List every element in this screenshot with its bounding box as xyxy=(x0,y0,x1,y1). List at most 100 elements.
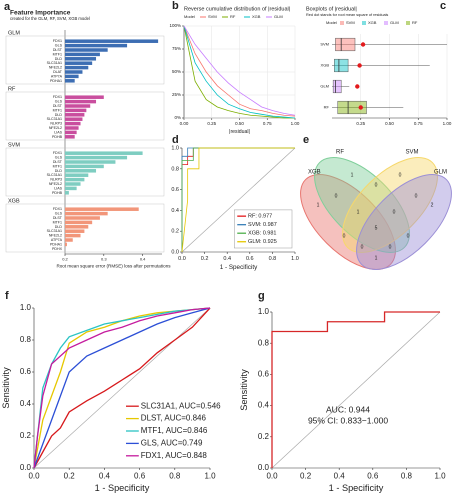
region-count: 0 xyxy=(389,244,392,250)
bar xyxy=(65,74,79,79)
bar xyxy=(65,48,108,52)
bar xyxy=(65,233,81,238)
bar-label: DLST xyxy=(53,48,63,52)
y-tick-label: GLM xyxy=(320,84,329,89)
panel-label: c xyxy=(440,0,446,12)
x-tick-label: 0.2 xyxy=(62,256,68,261)
bar-label: DLST xyxy=(53,104,63,108)
y-axis-title: Sensitivity xyxy=(1,367,11,409)
bar-label: DLST xyxy=(53,216,63,220)
rmse-dot xyxy=(355,84,360,89)
region-count: 0 xyxy=(343,233,346,239)
chart-title: Reverse cumulative distribution of |resi… xyxy=(184,6,290,12)
bar-label: FDX1 xyxy=(53,207,62,211)
set-label: SVM xyxy=(405,150,418,156)
group-panel xyxy=(5,147,165,197)
region-count: 2 xyxy=(431,202,434,208)
region-count: 5 xyxy=(375,225,378,231)
legend-label: XGB xyxy=(368,20,377,25)
bar xyxy=(65,225,89,229)
bar xyxy=(65,220,93,225)
legend-label: DLST, AUC=0.846 xyxy=(141,414,207,423)
bar xyxy=(65,160,116,164)
bar-label: SLC31A1 xyxy=(47,173,62,177)
bar xyxy=(65,169,97,173)
x-tick-label: 0.4 xyxy=(99,472,111,481)
bar xyxy=(65,186,77,191)
panel-label: g xyxy=(258,290,265,302)
x-tick-label: 0.50 xyxy=(235,121,244,126)
annotation: AUC: 0.944 xyxy=(326,404,370,414)
bar-label: LIAS xyxy=(54,130,62,134)
bar xyxy=(65,108,87,113)
x-tick-label: 0.2 xyxy=(201,256,209,262)
legend-swatch xyxy=(340,21,344,25)
bar xyxy=(65,155,128,160)
bar xyxy=(65,52,100,57)
venn-set xyxy=(300,174,396,270)
bar xyxy=(65,164,104,169)
bar-label: PDHA1 xyxy=(50,242,62,246)
group-label: SVM xyxy=(8,142,20,148)
y-tick-label: 1.0 xyxy=(171,145,179,151)
bar xyxy=(65,117,83,121)
bar-label: NFE2L2 xyxy=(49,66,62,70)
y-tick-label: SVM xyxy=(320,42,329,47)
bar-label: GLS xyxy=(55,212,63,216)
x-tick-label: 0.0 xyxy=(28,472,40,481)
bar-label: SLC31A1 xyxy=(47,117,62,121)
bar-label: GLS xyxy=(55,44,63,48)
bar-label: NLRP3 xyxy=(50,122,62,126)
y-tick-label: 0.0 xyxy=(258,463,270,472)
panel-label: a xyxy=(4,1,11,13)
bar xyxy=(65,113,85,117)
y-tick-label: 0.2 xyxy=(20,431,32,440)
bar xyxy=(65,229,85,233)
x-tick-label: 1.0 xyxy=(204,472,216,481)
bar-label: SLC31A1 xyxy=(47,229,62,233)
chart-subtitle: Red dot stands for root mean square of r… xyxy=(306,13,388,17)
bar xyxy=(65,39,159,43)
bar xyxy=(65,177,85,182)
bar-label: NLRP3 xyxy=(50,178,62,182)
reference-diagonal xyxy=(271,311,441,469)
bar-label: PDHB xyxy=(52,191,63,195)
legend-label: SLC31A1, AUC=0.546 xyxy=(141,401,221,410)
x-tick-label: 0.8 xyxy=(169,472,181,481)
bar-label: PDHA1 xyxy=(50,79,62,83)
series-line xyxy=(183,25,296,117)
region-count: 0 xyxy=(399,172,402,178)
region-count: 1 xyxy=(357,209,360,215)
panel-label: d xyxy=(172,134,179,146)
y-tick-label: 0.4 xyxy=(258,401,270,410)
panel-label: f xyxy=(5,290,9,302)
venn-set xyxy=(356,174,452,270)
legend-label: GLM: 0.925 xyxy=(248,239,277,245)
x-tick-label: 0.75 xyxy=(263,121,272,126)
x-tick-label: 1.0 xyxy=(434,472,446,481)
bar-label: SLC31A1 xyxy=(47,61,62,65)
bar xyxy=(65,242,67,247)
x-axis-title: 1 - Specificity xyxy=(329,483,384,493)
box-body xyxy=(334,58,349,73)
bar xyxy=(65,126,79,130)
bar-label: DLAT xyxy=(53,70,63,74)
group-label: RF xyxy=(8,86,16,92)
bar xyxy=(65,135,75,139)
x-tick-label: 1.0 xyxy=(291,256,299,262)
bar-label: DLD xyxy=(55,113,63,117)
region-count: 0 xyxy=(375,182,378,188)
bar xyxy=(65,104,91,108)
bar-label: NFE2L2 xyxy=(49,126,62,130)
bar-label: ATP7A xyxy=(51,238,63,242)
x-tick-label: 0.8 xyxy=(269,256,277,262)
region-count: 0 xyxy=(335,193,338,199)
bar-label: MTF1 xyxy=(53,220,62,224)
region-count: 0 xyxy=(361,244,364,250)
series-line xyxy=(33,307,211,469)
set-label: XGB xyxy=(308,170,321,176)
legend-label: SVM xyxy=(208,14,217,19)
bar xyxy=(65,95,104,99)
box-body xyxy=(332,79,342,94)
